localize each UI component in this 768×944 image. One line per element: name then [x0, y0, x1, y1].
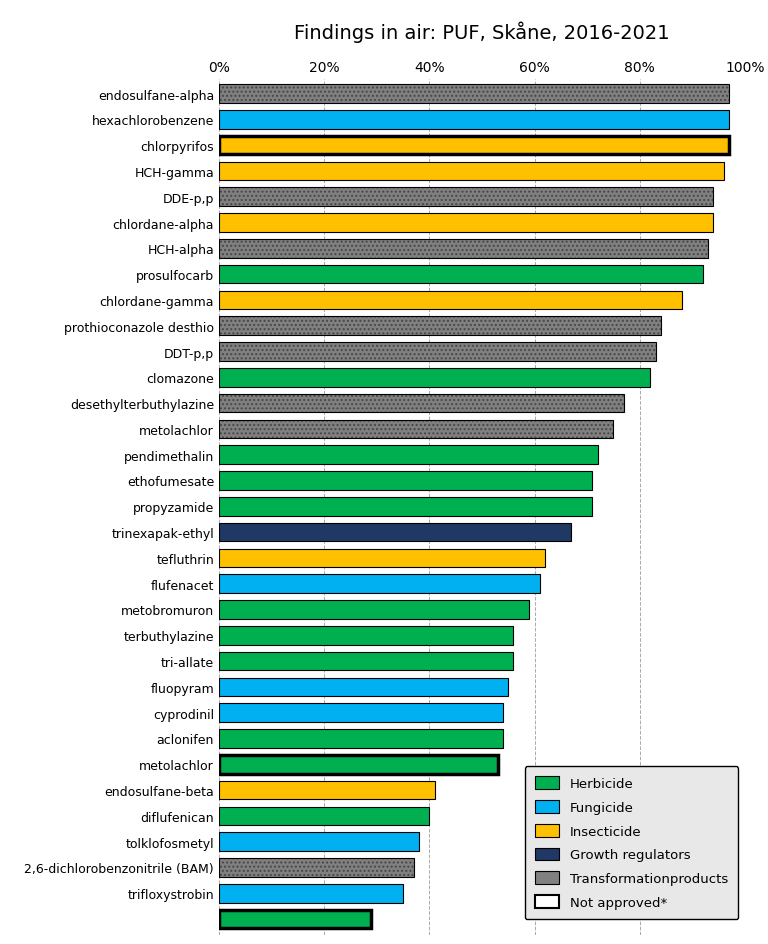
Title: Findings in air: PUF, Skåne, 2016-2021: Findings in air: PUF, Skåne, 2016-2021 — [294, 21, 670, 42]
Bar — [219, 395, 624, 413]
Bar — [219, 781, 435, 800]
Bar — [219, 858, 413, 877]
Bar — [219, 910, 372, 928]
Bar — [219, 368, 650, 387]
Bar — [219, 317, 660, 336]
Bar — [219, 240, 708, 259]
Bar — [219, 292, 682, 310]
Bar — [219, 162, 724, 181]
Bar — [219, 858, 413, 877]
Bar — [219, 523, 571, 542]
Bar — [219, 626, 514, 645]
Bar — [219, 730, 503, 748]
Bar — [219, 85, 729, 104]
Bar — [219, 188, 713, 207]
Bar — [219, 472, 592, 490]
Bar — [219, 343, 656, 362]
Bar — [219, 884, 403, 902]
Bar — [219, 807, 429, 825]
Bar — [219, 137, 729, 155]
Bar — [219, 265, 703, 284]
Bar — [219, 420, 614, 439]
Bar — [219, 188, 713, 207]
Bar — [219, 214, 713, 232]
Bar — [219, 446, 598, 464]
Bar — [219, 703, 503, 722]
Bar — [219, 85, 729, 104]
Bar — [219, 497, 592, 516]
Bar — [219, 652, 514, 670]
Bar — [219, 549, 545, 567]
Bar — [219, 755, 498, 774]
Bar — [219, 343, 656, 362]
Bar — [219, 575, 540, 594]
Bar — [219, 240, 708, 259]
Bar — [219, 395, 624, 413]
Bar — [219, 317, 660, 336]
Bar — [219, 600, 529, 619]
Bar — [219, 110, 729, 129]
Bar — [219, 420, 614, 439]
Bar — [219, 678, 508, 697]
Bar — [219, 833, 419, 851]
Legend: Herbicide, Fungicide, Insecticide, Growth regulators, Transformationproducts, No: Herbicide, Fungicide, Insecticide, Growt… — [525, 767, 738, 919]
